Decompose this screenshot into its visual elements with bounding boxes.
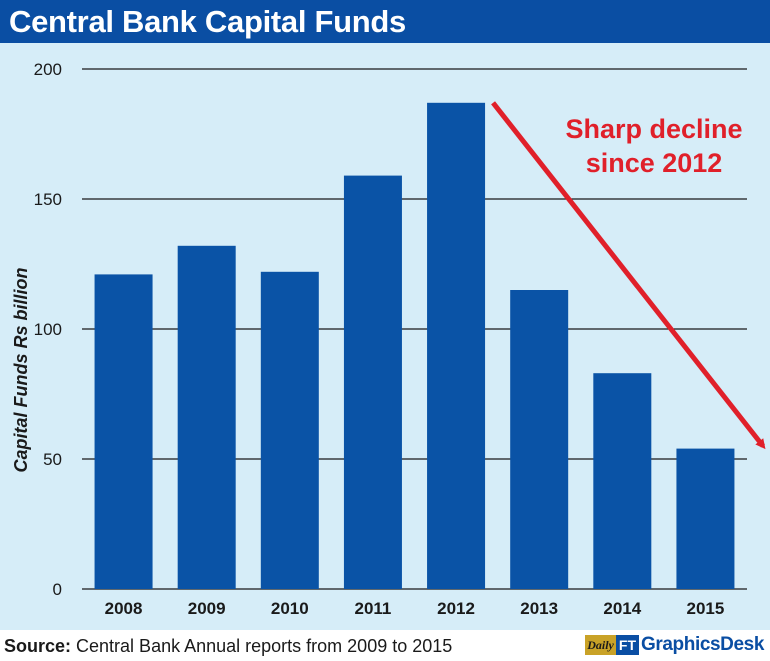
bar-2015	[676, 448, 735, 589]
y-tick-label: 100	[34, 320, 62, 339]
credit-daily: Daily	[585, 635, 616, 655]
x-tick-label: 2010	[271, 599, 309, 618]
title-bar: Central Bank Capital Funds	[0, 0, 770, 43]
y-tick-label: 0	[53, 580, 62, 599]
x-tick-label: 2014	[603, 599, 641, 618]
credit-ft: FT	[615, 635, 639, 655]
decline-arrow	[491, 101, 766, 450]
bar-2008	[94, 274, 153, 589]
y-axis-label: Capital Funds Rs billion	[11, 267, 31, 472]
bar-2014	[593, 373, 652, 589]
x-tick-label: 2008	[105, 599, 143, 618]
x-tick-label: 2012	[437, 599, 475, 618]
bar-2010	[260, 271, 319, 589]
y-tick-label: 50	[43, 450, 62, 469]
source-label: Source:	[4, 636, 72, 656]
footer: Source: Central Bank Annual reports from…	[0, 630, 770, 661]
annotation-text: Sharp decline	[565, 114, 742, 144]
bar-2012	[427, 102, 486, 590]
x-tick-label: 2011	[354, 599, 391, 618]
y-tick-label: 150	[34, 190, 62, 209]
bar-2011	[343, 175, 402, 589]
bar-2009	[177, 245, 236, 590]
x-tick-label: 2013	[520, 599, 558, 618]
x-tick-label: 2009	[188, 599, 226, 618]
source-note: Source: Central Bank Annual reports from…	[4, 636, 452, 657]
annotation-text: since 2012	[586, 148, 723, 178]
source-text: Central Bank Annual reports from 2009 to…	[71, 636, 453, 656]
credit-graphics-desk: GraphicsDesk	[641, 634, 764, 655]
chart-title: Central Bank Capital Funds	[9, 4, 406, 39]
x-tick-label: 2015	[687, 599, 725, 618]
graphics-desk-logo: Daily FT GraphicsDesk	[585, 633, 764, 657]
y-tick-label: 200	[34, 60, 62, 79]
bar-2013	[510, 290, 569, 589]
